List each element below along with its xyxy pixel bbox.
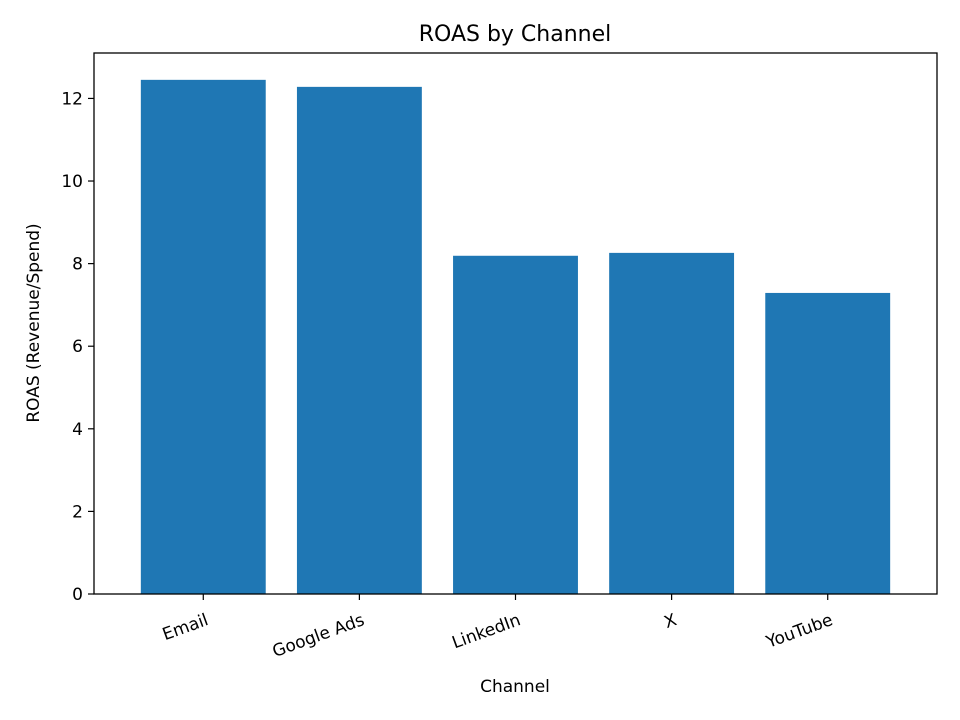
y-tick-label: 8 [72, 255, 83, 275]
y-tick-label: 4 [72, 420, 83, 440]
bar-google-ads [296, 86, 422, 594]
bar-youtube [765, 292, 891, 594]
y-axis: 0 2 4 6 8 10 12 [61, 89, 94, 605]
y-tick-label: 6 [72, 337, 83, 357]
y-tick-label: 0 [72, 585, 83, 605]
y-tick-label: 12 [61, 89, 83, 109]
x-axis-label: Channel [480, 677, 550, 697]
bar-x [609, 252, 735, 594]
y-tick-label: 2 [72, 502, 83, 522]
plot-frame [93, 52, 938, 595]
bar-linkedin [453, 255, 578, 594]
bar-email [140, 79, 266, 595]
y-tick-label: 10 [61, 172, 83, 192]
bars-layer [140, 79, 891, 595]
chart-title: ROAS by Channel [419, 22, 612, 47]
y-axis-label: ROAS (Revenue/Spend) [24, 223, 44, 422]
